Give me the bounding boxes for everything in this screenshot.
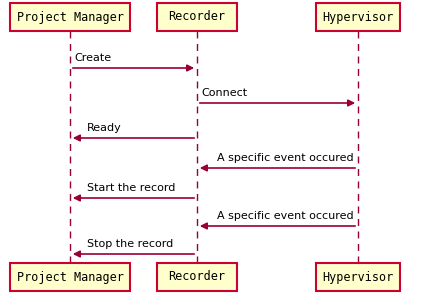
Text: Create: Create bbox=[74, 53, 111, 63]
Text: Ready: Ready bbox=[87, 123, 121, 133]
Text: Project Manager: Project Manager bbox=[17, 271, 123, 284]
Text: Recorder: Recorder bbox=[169, 271, 225, 284]
Text: Start the record: Start the record bbox=[87, 183, 175, 193]
FancyBboxPatch shape bbox=[316, 3, 400, 31]
Text: Project Manager: Project Manager bbox=[17, 11, 123, 24]
FancyBboxPatch shape bbox=[316, 263, 400, 291]
FancyBboxPatch shape bbox=[157, 263, 237, 291]
Text: Hypervisor: Hypervisor bbox=[322, 11, 393, 24]
FancyBboxPatch shape bbox=[157, 3, 237, 31]
Text: A specific event occured: A specific event occured bbox=[217, 153, 354, 163]
Text: Hypervisor: Hypervisor bbox=[322, 271, 393, 284]
Text: A specific event occured: A specific event occured bbox=[217, 211, 354, 221]
Text: Recorder: Recorder bbox=[169, 11, 225, 24]
FancyBboxPatch shape bbox=[10, 263, 130, 291]
FancyBboxPatch shape bbox=[10, 3, 130, 31]
Text: Connect: Connect bbox=[201, 88, 247, 98]
Text: Stop the record: Stop the record bbox=[87, 239, 173, 249]
